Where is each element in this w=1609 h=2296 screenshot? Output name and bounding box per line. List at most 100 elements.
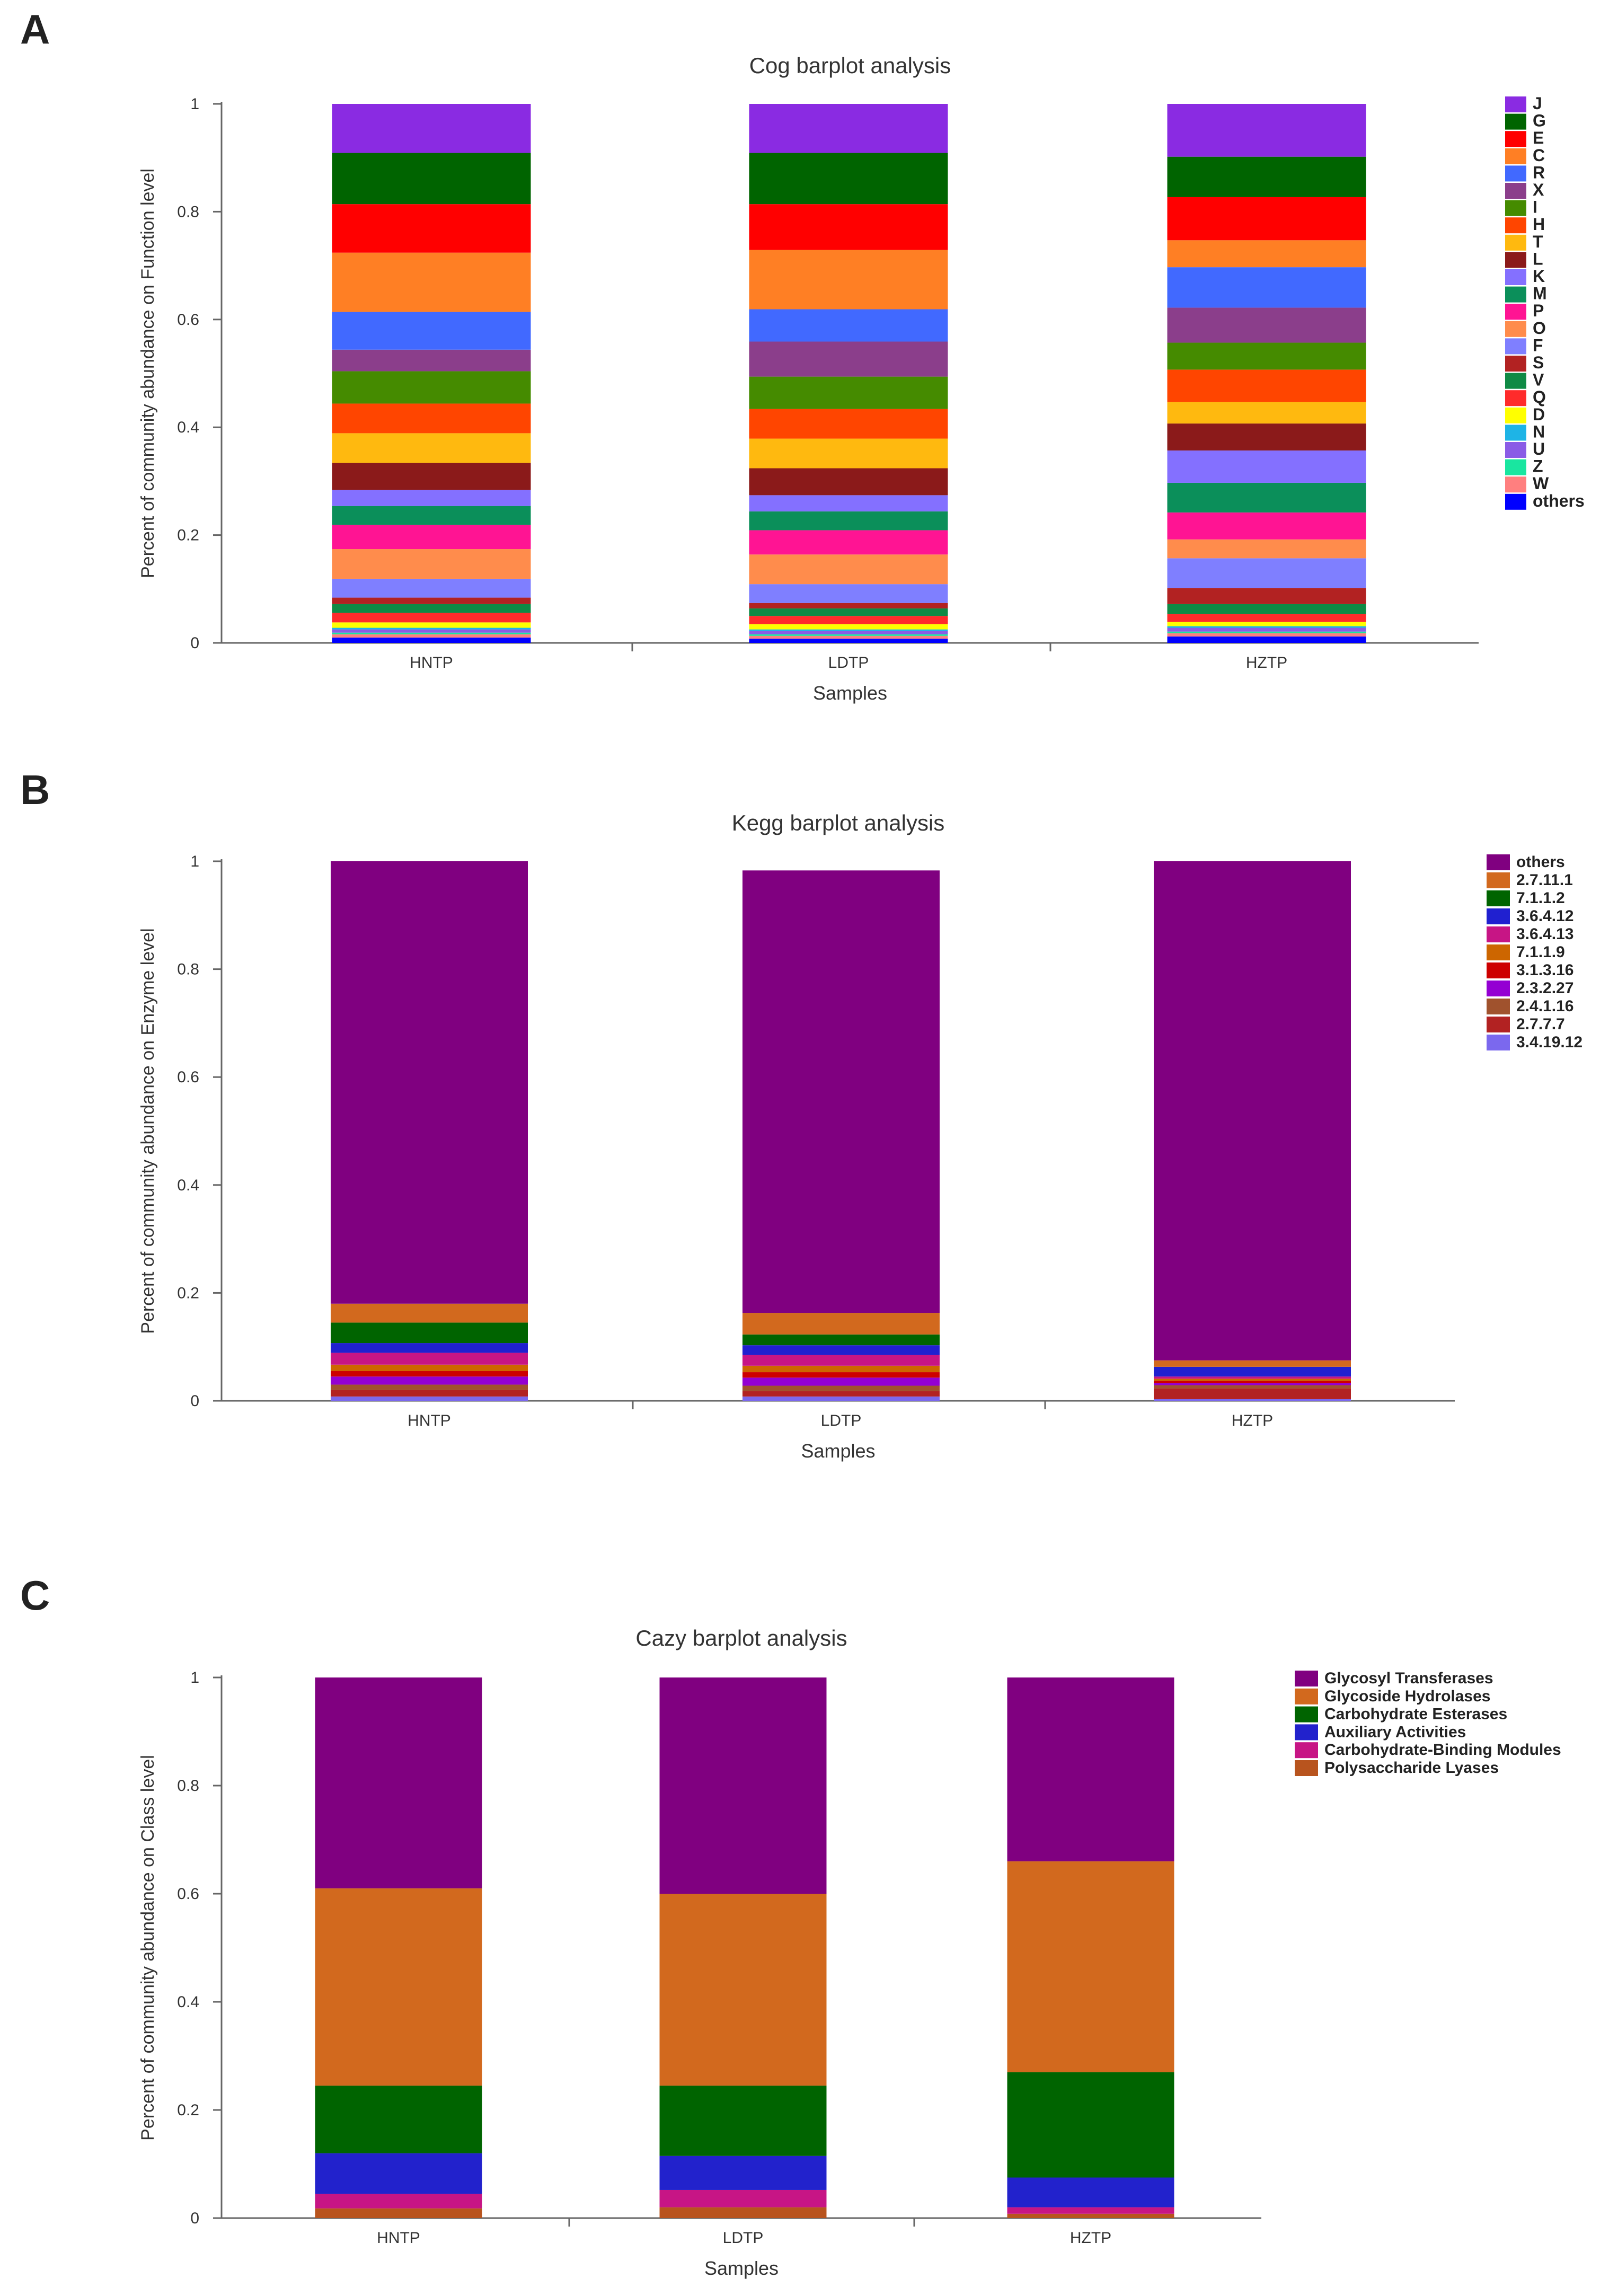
bar-segment-hntp-k: [332, 490, 531, 506]
y-tick-label: 0.6: [177, 1885, 199, 1903]
y-tick-label: 0: [190, 1392, 199, 1410]
bar-segment-hntp-3-1-3-16: [331, 1371, 528, 1377]
legend-swatch-3-1-3-16: [1487, 962, 1510, 978]
legend-swatch-x: [1505, 183, 1526, 199]
bar-segment-hntp-2-4-1-16: [331, 1384, 528, 1390]
legend-swatch-w: [1505, 476, 1526, 493]
bar-segment-hztp-polysaccharide-lyases: [1007, 2213, 1174, 2218]
y-tick-label: 0: [190, 634, 199, 652]
bar-segment-ldtp-k: [749, 495, 948, 511]
bar-segment-ldtp-3-6-4-13: [742, 1355, 940, 1366]
bar-segment-hztp-k: [1167, 450, 1366, 483]
legend-swatch-carbohydrate-esterases: [1295, 1706, 1318, 1723]
x-tick-label: LDTP: [723, 2229, 764, 2247]
bar-segment-ldtp-2-3-2-27: [742, 1377, 940, 1386]
legend-label-3-4-19-12: 3.4.19.12: [1516, 1034, 1583, 1051]
x-tick-label: HZTP: [1232, 1412, 1273, 1429]
legend-label-k: K: [1533, 267, 1545, 286]
bar-segment-ldtp-3-1-3-16: [742, 1372, 940, 1378]
bar-segment-hztp-2-7-7-7: [1154, 1388, 1351, 1399]
legend-label-polysaccharide-lyases: Polysaccharide Lyases: [1324, 1759, 1499, 1777]
bar-segment-hztp-carbohydrate-binding-modules: [1007, 2207, 1174, 2214]
legend-swatch-t: [1505, 234, 1526, 251]
bar-segment-hztp-v: [1167, 604, 1366, 614]
bar-segment-hntp-t: [332, 433, 531, 463]
y-tick-label: 0.4: [177, 1177, 199, 1194]
legend-swatch-g: [1505, 113, 1526, 130]
legend-label-3-1-3-16: 3.1.3.16: [1516, 961, 1573, 979]
legend-swatch-7-1-1-2: [1487, 890, 1510, 906]
legend-label-w: W: [1533, 474, 1549, 493]
bar-segment-hntp-glycosyl-transferases: [315, 1677, 482, 1888]
legend-swatch-others: [1505, 493, 1526, 510]
legend-swatch-p: [1505, 304, 1526, 320]
bar-segment-ldtp-f: [749, 584, 948, 603]
bar-segment-hztp-p: [1167, 512, 1366, 540]
bar-segment-hztp-7-1-1-9: [1154, 1379, 1351, 1381]
chart-title: Kegg barplot analysis: [732, 810, 945, 835]
bar-segment-hntp-3-4-19-12: [331, 1396, 528, 1401]
bar-segment-hntp-7-1-1-2: [331, 1322, 528, 1344]
bar-segment-hztp-q: [1167, 614, 1366, 622]
legend-label-r: R: [1533, 163, 1545, 182]
legend-label-h: H: [1533, 215, 1545, 234]
y-axis-label: Percent of community abundance on Functi…: [138, 169, 158, 578]
panel-letter-b: B: [20, 766, 50, 813]
bar-segment-ldtp-others: [749, 638, 948, 643]
legend-swatch-o: [1505, 321, 1526, 337]
legend-label-l: L: [1533, 249, 1543, 268]
bar-segment-hntp-l: [332, 463, 531, 490]
legend-swatch-2-7-11-1: [1487, 872, 1510, 888]
legend-swatch-3-4-19-12: [1487, 1035, 1510, 1050]
legend-swatch-h: [1505, 217, 1526, 234]
bar-segment-hntp-glycoside-hydrolases: [315, 1888, 482, 2086]
legend-label-x: X: [1533, 180, 1544, 199]
bar-segment-hztp-3-6-4-12: [1154, 1366, 1351, 1377]
legend-label-7-1-1-9: 7.1.1.9: [1516, 943, 1565, 961]
legend-swatch-3-6-4-12: [1487, 908, 1510, 924]
bar-segment-hntp-o: [332, 549, 531, 579]
x-tick-label: HNTP: [408, 1412, 451, 1429]
legend-label-carbohydrate-esterases: Carbohydrate Esterases: [1324, 1706, 1507, 1723]
legend-swatch-3-6-4-13: [1487, 926, 1510, 942]
bar-segment-hztp-2-3-2-27: [1154, 1383, 1351, 1385]
bar-segment-hztp-t: [1167, 402, 1366, 424]
bar-segment-hntp-w: [332, 634, 531, 638]
bar-segment-hztp-g: [1167, 156, 1366, 197]
bar-segment-hztp-x: [1167, 307, 1366, 343]
panel-letter-a: A: [20, 6, 50, 52]
bar-segment-hztp-n: [1167, 626, 1366, 628]
bar-segment-ldtp-3-4-19-12: [742, 1396, 940, 1401]
legend-label-glycosyl-transferases: Glycosyl Transferases: [1324, 1670, 1493, 1687]
legend-swatch-others: [1487, 854, 1510, 870]
legend-label-others: others: [1516, 853, 1565, 871]
bar-segment-hntp-d: [332, 622, 531, 628]
legend-swatch-d: [1505, 407, 1526, 423]
bar-segment-ldtp-n: [749, 629, 948, 631]
y-tick-label: 0.6: [177, 1068, 199, 1086]
legend-label-glycoside-hydrolases: Glycoside Hydrolases: [1324, 1688, 1490, 1705]
bar-segment-hztp-others: [1154, 861, 1351, 1361]
bar-segment-hntp-v: [332, 604, 531, 613]
y-tick-label: 1: [190, 853, 199, 870]
panel-letter-c: C: [20, 1572, 50, 1619]
bar-segment-ldtp-o: [749, 554, 948, 585]
bar-segment-hztp-j: [1167, 104, 1366, 157]
bar-segment-ldtp-t: [749, 438, 948, 469]
legend-label-auxiliary-activities: Auxiliary Activities: [1324, 1723, 1466, 1741]
x-tick-label: HNTP: [410, 654, 453, 672]
bar-segment-hztp-h: [1167, 369, 1366, 402]
y-tick-label: 0.4: [177, 1993, 199, 2011]
legend-swatch-auxiliary-activities: [1295, 1724, 1318, 1741]
legend-swatch-c: [1505, 148, 1526, 164]
bar-segment-hztp-o: [1167, 539, 1366, 559]
bar-segment-hntp-j: [332, 104, 531, 153]
legend-swatch-7-1-1-9: [1487, 944, 1510, 960]
x-tick-label: HZTP: [1246, 654, 1287, 672]
bar-segment-hztp-i: [1167, 342, 1366, 370]
bar-segment-hntp-auxiliary-activities: [315, 2153, 482, 2194]
bar-segment-hntp-n: [332, 628, 531, 630]
bar-segment-hztp-3-1-3-16: [1154, 1381, 1351, 1383]
legend-swatch-z: [1505, 459, 1526, 475]
